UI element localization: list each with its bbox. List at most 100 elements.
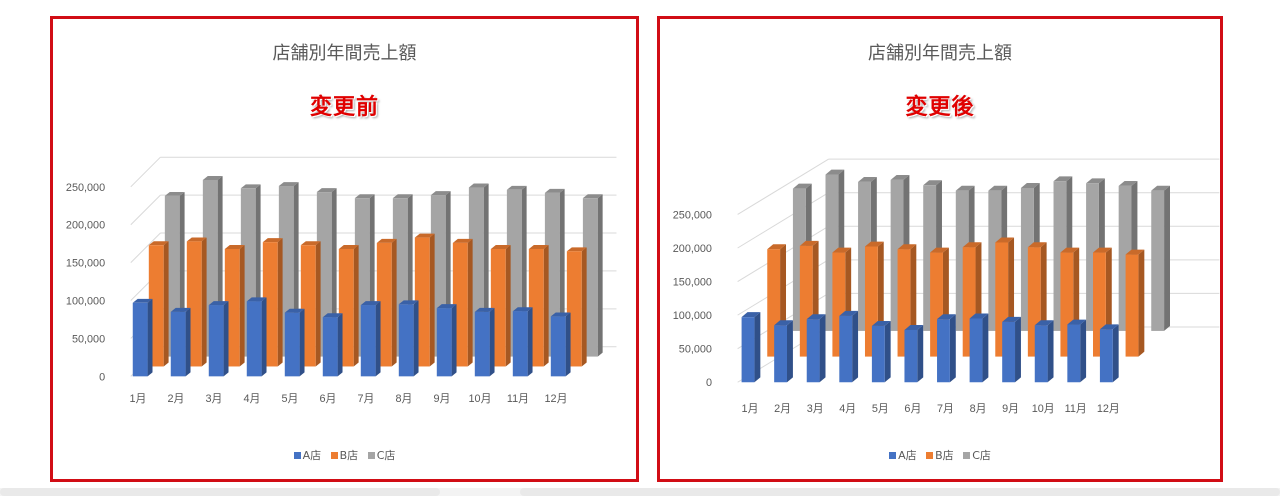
x-tick-label: 4月	[839, 403, 856, 415]
bar-top	[392, 194, 413, 199]
bar-top	[904, 325, 924, 330]
bar-A店-10月	[474, 307, 495, 377]
x-tick-label: 9月	[1002, 403, 1019, 415]
legend-swatch-b	[330, 451, 338, 459]
legend-label-c: C店	[376, 449, 396, 462]
gridline-side	[130, 232, 161, 263]
bar-front	[300, 245, 316, 367]
bar-front	[1125, 254, 1139, 357]
bar-side	[1080, 319, 1087, 383]
legend-swatch-c	[367, 451, 375, 459]
bar-top	[962, 242, 982, 248]
bar-side	[949, 314, 956, 383]
bar-side	[337, 313, 343, 377]
bar-side	[239, 245, 245, 367]
bar-top	[170, 307, 191, 312]
bar-A店-1月	[132, 298, 153, 377]
bar-top	[930, 247, 949, 253]
y-tick-label: 50,000	[72, 333, 105, 345]
bar-A店-7月	[360, 301, 381, 377]
bar-side	[852, 310, 859, 383]
bar-top	[1093, 247, 1112, 253]
legend-label-a: A店	[302, 449, 322, 462]
bar-top	[316, 188, 337, 193]
bar-top	[890, 174, 910, 180]
bar-A店-8月	[398, 300, 419, 377]
bar-top	[1125, 249, 1145, 255]
scrollbar-thumb[interactable]	[520, 488, 1280, 496]
x-tick-label: 3月	[206, 393, 223, 405]
scrollbar-thumb[interactable]	[0, 488, 440, 496]
bar-top	[322, 313, 343, 318]
gridline-side	[737, 192, 829, 249]
y-tick-label: 200,000	[66, 220, 105, 232]
x-tick-label: 6月	[904, 403, 921, 415]
bar-top	[544, 188, 565, 193]
legend-item-b: B店	[330, 447, 358, 463]
bar-top	[995, 237, 1015, 243]
x-tick-label: 7月	[937, 403, 954, 415]
bar-top	[360, 301, 381, 306]
bar-side	[1047, 320, 1054, 383]
bar-top	[1118, 180, 1138, 186]
chart-panel-before[interactable]: 店舗別年間売上額 変更前 0 50,000 100,000 150,000 200,00…	[50, 16, 639, 482]
bar-A店-2月	[170, 307, 191, 377]
bar-top	[832, 247, 852, 253]
bar-A店-7月	[937, 314, 956, 383]
legend-label-c: C店	[972, 449, 991, 462]
x-tick-label: 8月	[396, 393, 413, 405]
bar-side	[163, 241, 169, 367]
x-tick-label: 12月	[545, 393, 568, 405]
bar-top	[1151, 185, 1170, 191]
chart-title: 店舗別年間売上額	[868, 43, 1012, 64]
bar-front	[512, 311, 528, 377]
x-tick-label: 8月	[970, 403, 987, 415]
bar-top	[825, 169, 845, 175]
x-tick-label: 11月	[507, 393, 529, 405]
x-tick-label: 2月	[168, 393, 185, 405]
bar-side	[754, 312, 761, 383]
y-tick-label: 50,000	[679, 344, 712, 356]
legend-item-a: A店	[293, 447, 322, 463]
bar-A店-5月	[284, 308, 305, 377]
bar-front	[969, 318, 983, 383]
bar-side	[261, 297, 267, 377]
annotation-label: 変更後	[905, 95, 975, 120]
y-tick-label: 0	[706, 377, 712, 389]
bar-top	[1099, 324, 1119, 330]
y-tick-label: 250,000	[673, 209, 712, 221]
bar-A店-12月	[550, 312, 571, 377]
legend-item-c: C店	[963, 447, 991, 463]
bar-top	[512, 307, 533, 312]
x-tick-label: 3月	[807, 403, 824, 415]
bar-top	[582, 194, 603, 199]
bar-A店-3月	[806, 314, 826, 383]
bar-side	[147, 298, 153, 377]
bar-top	[436, 304, 457, 309]
bar-side	[185, 307, 191, 377]
bar-side	[581, 247, 587, 367]
bar-top	[799, 240, 819, 246]
bar-side	[543, 245, 549, 367]
bar-A店-1月	[741, 312, 761, 383]
bar-top	[897, 244, 917, 250]
bar-side	[982, 313, 989, 383]
bar-top	[490, 245, 511, 249]
bar-A店-4月	[839, 310, 859, 383]
bar-B店-7月	[376, 238, 397, 367]
bar-top	[1067, 319, 1087, 325]
bar-top	[528, 245, 549, 249]
bar-front	[1099, 329, 1113, 383]
bar-top	[1020, 183, 1040, 188]
bar-top	[506, 185, 527, 190]
bar-side	[391, 238, 397, 367]
bar-front	[322, 317, 338, 377]
bar-top	[864, 241, 884, 247]
horizontal-scrollbar[interactable]	[0, 488, 1280, 496]
x-tick-label: 11月	[1065, 403, 1087, 415]
chart-panel-after[interactable]: 店舗別年間売上額 変更後 0 50,000 100,000 150,000 200,00…	[657, 16, 1223, 482]
bar-side	[917, 325, 924, 383]
bar-C店-12月	[1151, 185, 1170, 331]
y-tick-label: 100,000	[66, 295, 105, 307]
bar-front	[284, 312, 300, 377]
